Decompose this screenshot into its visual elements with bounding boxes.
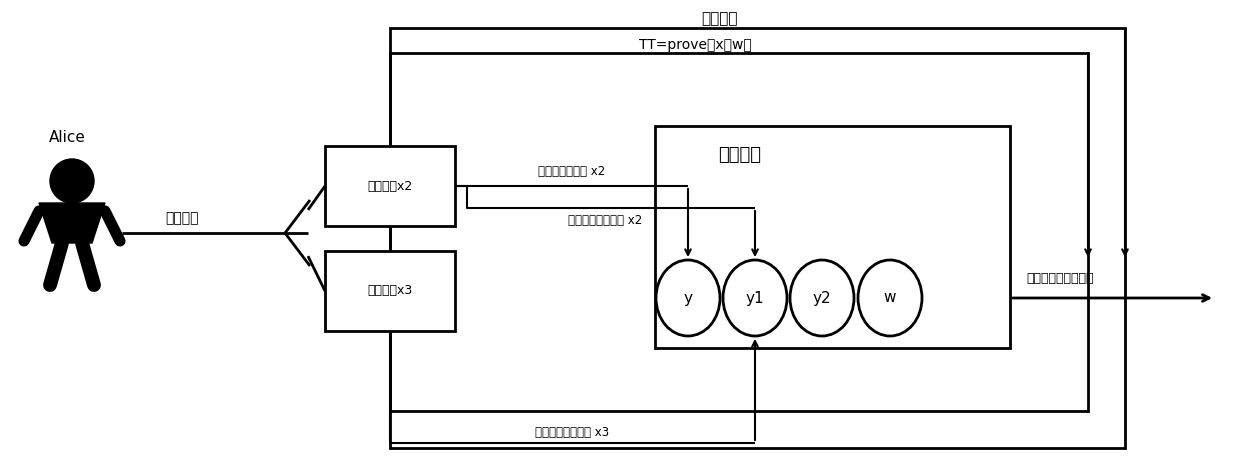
Text: 接收方公钥加密 x2: 接收方公钥加密 x2 [538, 165, 605, 178]
Bar [325, 251, 455, 331]
Ellipse shape [655, 260, 720, 336]
Text: 用监管方公钥加密 x3: 用监管方公钥加密 x3 [535, 426, 610, 439]
Text: 交易信息: 交易信息 [719, 146, 762, 164]
Text: 交易金额x2: 交易金额x2 [368, 179, 413, 192]
Bar [325, 146, 455, 226]
Text: 账户余额: 账户余额 [165, 211, 198, 225]
Circle shape [50, 159, 94, 203]
Polygon shape [38, 203, 105, 243]
Text: 发送给其他节点验证: 发送给其他节点验证 [1026, 272, 1094, 285]
Text: 用监管方公钥加密 x2: 用监管方公钥加密 x2 [567, 214, 642, 227]
Text: w: w [883, 290, 896, 306]
Text: 剩余金额x3: 剩余金额x3 [368, 285, 413, 297]
Text: TT=prove（x，w）: TT=prove（x，w） [638, 38, 751, 52]
Bar [390, 28, 1125, 448]
Bar [390, 53, 1088, 411]
Text: y1: y1 [746, 290, 764, 306]
Text: y2: y2 [813, 290, 831, 306]
Text: y: y [684, 290, 693, 306]
Bar [655, 126, 1010, 348]
Text: Alice: Alice [48, 130, 85, 145]
Ellipse shape [724, 260, 787, 336]
Ellipse shape [790, 260, 854, 336]
Ellipse shape [857, 260, 922, 336]
Text: 证明信息: 证明信息 [701, 11, 738, 26]
